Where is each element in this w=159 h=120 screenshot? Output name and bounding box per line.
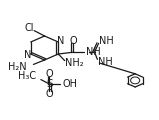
Text: Cl: Cl (24, 23, 34, 33)
Text: H₃C: H₃C (18, 71, 37, 81)
Text: NH: NH (98, 57, 113, 67)
Text: H₂N: H₂N (8, 62, 27, 72)
Text: O: O (70, 36, 77, 46)
Text: O: O (45, 89, 53, 99)
Text: NH: NH (86, 47, 100, 57)
Text: OH: OH (63, 79, 78, 89)
Text: NH: NH (99, 36, 114, 46)
Text: N: N (24, 50, 32, 60)
Text: NH₂: NH₂ (66, 58, 84, 68)
Text: S: S (46, 79, 53, 89)
Text: N: N (57, 36, 65, 46)
Text: O: O (45, 69, 53, 79)
